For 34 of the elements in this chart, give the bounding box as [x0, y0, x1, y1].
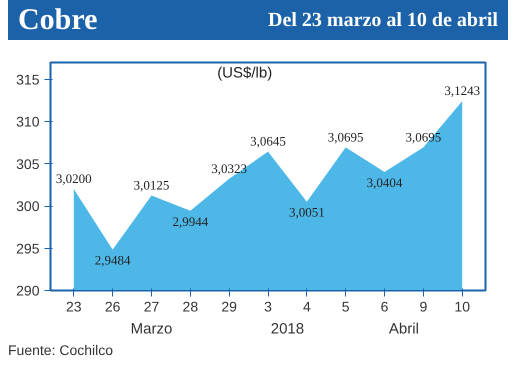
x-tick-label: 9 [419, 298, 428, 314]
y-tick-label: 315 [16, 71, 40, 88]
y-tick-label: 295 [16, 240, 40, 256]
data-label: 2,9484 [94, 252, 132, 268]
x-tick-label: 10 [454, 298, 470, 314]
x-tick-label: 4 [302, 298, 311, 314]
x-tick-label: 3 [264, 298, 272, 314]
y-tick-label: 290 [16, 282, 40, 298]
x-tick-label: 27 [144, 298, 160, 314]
chart-subtitle: Del 23 marzo al 10 de abril [268, 8, 498, 33]
x-tick-label: 5 [342, 298, 350, 314]
x-tick-label: 29 [221, 298, 238, 314]
x-tick-label: 26 [104, 298, 121, 314]
y-tick-label: 305 [16, 156, 40, 172]
data-label: 3,0200 [56, 171, 92, 186]
data-label: 3,0695 [328, 129, 364, 144]
data-label: 2,9944 [172, 214, 209, 229]
data-label: 3,0051 [288, 204, 325, 220]
x-tick-label: 28 [182, 298, 198, 314]
text: Abril [388, 320, 419, 338]
chart-title: Cobre [18, 2, 98, 38]
data-label: 3,0404 [366, 174, 403, 190]
text: Marzo [130, 320, 172, 338]
y-axis-title: (US$/lb) [217, 64, 272, 82]
data-label: 3,1243 [444, 83, 480, 98]
x-tick-label: 6 [380, 298, 389, 314]
data-label: 3,0645 [250, 134, 286, 149]
y-tick-label: 300 [16, 198, 40, 214]
data-label: 3,0125 [134, 178, 170, 192]
y-tick-label: 310 [16, 114, 40, 130]
x-tick-label: 23 [66, 298, 82, 314]
data-label: 3,0323 [211, 160, 248, 176]
source-note: Fuente: Cochilco [8, 342, 114, 358]
text: 2018 [270, 320, 304, 338]
